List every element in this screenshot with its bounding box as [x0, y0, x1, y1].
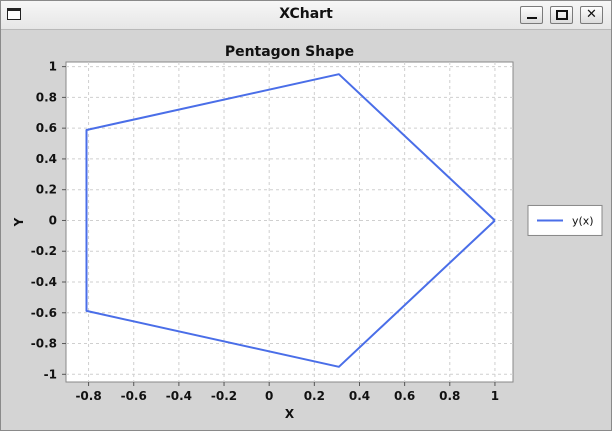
series-group	[85, 73, 496, 368]
legend: y(x)	[527, 204, 603, 236]
x-tick-label: 0.2	[304, 389, 325, 403]
x-tick-label: 1	[491, 389, 499, 403]
x-axis-label: X	[285, 407, 295, 421]
plot-area	[65, 61, 514, 383]
x-tick-label: -0.8	[75, 389, 101, 403]
y-tick-label: 0.8	[36, 90, 57, 104]
y-tick-label: 0.2	[36, 183, 57, 197]
y-tick-label: -0.8	[31, 337, 57, 351]
window-icon	[7, 8, 21, 20]
x-tick-label: 0.6	[394, 389, 415, 403]
chart-canvas: Pentagon Shape -0.8 -0.6 -0.4 -0.2 0 0.2 0.4 0.…	[12, 44, 603, 421]
chart-title: Pentagon Shape	[225, 44, 354, 60]
legend-label: y(x)	[572, 214, 594, 227]
y-tick-label: 1	[49, 60, 57, 74]
y-tick-label: -1	[44, 367, 57, 381]
grid-lines	[66, 62, 513, 382]
x-tick-label: 0.8	[439, 389, 460, 403]
maximize-button[interactable]	[550, 6, 573, 24]
axis-ticks: -0.8 -0.6 -0.4 -0.2 0 0.2 0.4 0.6 0.8 1 -1 -0.8 -0.6…	[31, 60, 499, 403]
close-icon: ✕	[586, 7, 597, 22]
window-title: XChart	[279, 6, 333, 22]
series-line	[85, 73, 496, 368]
x-tick-label: -0.2	[211, 389, 237, 403]
y-tick-label: -0.6	[31, 306, 57, 320]
y-tick-label: -0.2	[31, 244, 57, 258]
x-tick-label: -0.4	[166, 389, 192, 403]
maximize-icon	[556, 10, 568, 20]
close-button[interactable]: ✕	[580, 6, 603, 24]
minimize-button[interactable]	[520, 6, 543, 24]
title-bar[interactable]: XChart ✕	[1, 1, 611, 30]
x-tick-label: -0.6	[121, 389, 147, 403]
y-tick-label: 0.6	[36, 121, 57, 135]
y-tick-label: 0.4	[36, 152, 57, 166]
y-tick-label: 0	[49, 213, 57, 227]
minimize-icon	[527, 17, 537, 19]
x-tick-label: 0.4	[349, 389, 370, 403]
x-tick-label: 0	[265, 389, 273, 403]
y-axis-label: Y	[12, 217, 26, 227]
y-tick-label: -0.4	[31, 275, 57, 289]
